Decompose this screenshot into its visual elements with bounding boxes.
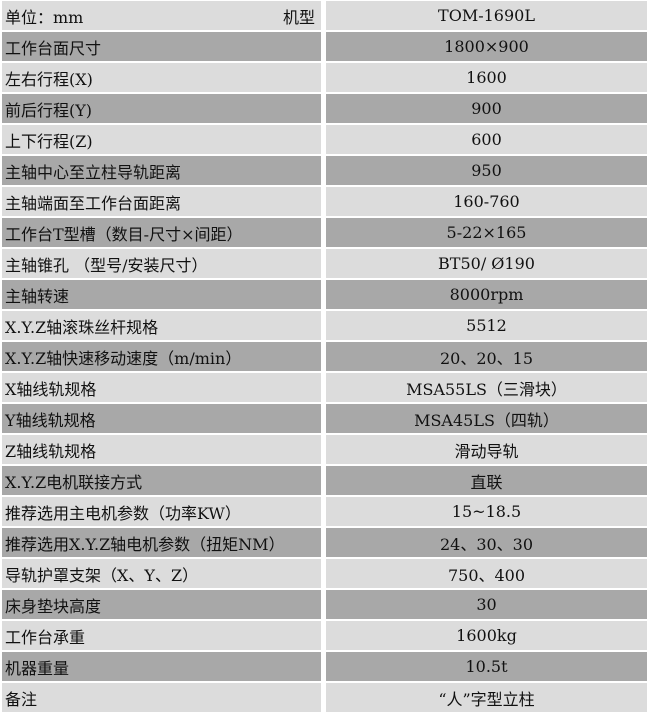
model-value: TOM-1690L <box>326 1 647 30</box>
table-row: 主轴锥孔 （型号/安装尺寸） BT50/ Ø190 <box>0 249 650 278</box>
table-row: 导轨护罩支架（X、Y、Z） 750、400 <box>0 559 650 588</box>
row-value: 8000rpm <box>326 280 647 309</box>
row-value: 20、20、15 <box>326 342 647 371</box>
row-value: 900 <box>326 94 647 123</box>
table-row: X.Y.Z轴滚珠丝杆规格 5512 <box>0 311 650 340</box>
row-value: 10.5t <box>326 652 647 681</box>
row-label: 上下行程(Z) <box>2 125 321 154</box>
row-label: 机器重量 <box>2 652 321 681</box>
row-label: X.Y.Z轴滚珠丝杆规格 <box>2 311 321 340</box>
row-label: 工作台T型槽（数目-尺寸×间距） <box>2 218 321 247</box>
table-row: 机器重量 10.5t <box>0 652 650 681</box>
table-row: 备注 “人”字型立柱 <box>0 683 650 712</box>
row-label: 备注 <box>2 683 321 712</box>
row-label: 推荐选用主电机参数（功率KW） <box>2 497 321 526</box>
table-row: 工作台T型槽（数目-尺寸×间距） 5-22×165 <box>0 218 650 247</box>
row-value: 1600kg <box>326 621 647 650</box>
table-row: 床身垫块高度 30 <box>0 590 650 619</box>
row-value: 15~18.5 <box>326 497 647 526</box>
table-row: X.Y.Z轴快速移动速度（m/min） 20、20、15 <box>0 342 650 371</box>
row-value: MSA45LS（四轨） <box>326 404 647 433</box>
table-row: 主轴转速 8000rpm <box>0 280 650 309</box>
row-value: BT50/ Ø190 <box>326 249 647 278</box>
unit-label: 单位：mm <box>5 7 84 27</box>
row-label: 主轴端面至工作台面距离 <box>2 187 321 216</box>
row-label: X.Y.Z轴快速移动速度（m/min） <box>2 342 321 371</box>
row-value: 950 <box>326 156 647 185</box>
header-label-cell: 单位：mm 机型 <box>2 1 321 30</box>
table-row: Y轴线轨规格 MSA45LS（四轨） <box>0 404 650 433</box>
table-row: 工作台承重 1600kg <box>0 621 650 650</box>
row-value: 750、400 <box>326 559 647 588</box>
row-label: 主轴转速 <box>2 280 321 309</box>
row-label: 推荐选用X.Y.Z轴电机参数（扭矩NM） <box>2 528 321 557</box>
row-label: 工作台面尺寸 <box>2 32 321 61</box>
table-row: 上下行程(Z) 600 <box>0 125 650 154</box>
row-label: Z轴线轨规格 <box>2 435 321 464</box>
table-row: X轴线轨规格 MSA55LS（三滑块） <box>0 373 650 402</box>
row-label: 导轨护罩支架（X、Y、Z） <box>2 559 321 588</box>
row-label: X.Y.Z电机联接方式 <box>2 466 321 495</box>
table-row: 前后行程(Y) 900 <box>0 94 650 123</box>
model-label: 机型 <box>282 7 315 27</box>
row-label: 床身垫块高度 <box>2 590 321 619</box>
row-label: 前后行程(Y) <box>2 94 321 123</box>
row-value: 5512 <box>326 311 647 340</box>
row-label: Y轴线轨规格 <box>2 404 321 433</box>
row-value: MSA55LS（三滑块） <box>326 373 647 402</box>
row-value: 1600 <box>326 63 647 92</box>
table-row: 主轴端面至工作台面距离 160-760 <box>0 187 650 216</box>
table-row: 工作台面尺寸 1800×900 <box>0 32 650 61</box>
row-value: 1800×900 <box>326 32 647 61</box>
row-value: 600 <box>326 125 647 154</box>
row-value: 直联 <box>326 466 647 495</box>
row-value: 滑动导轨 <box>326 435 647 464</box>
table-header-row: 单位：mm 机型 TOM-1690L <box>0 1 650 30</box>
row-label: 主轴锥孔 （型号/安装尺寸） <box>2 249 321 278</box>
table-row: Z轴线轨规格 滑动导轨 <box>0 435 650 464</box>
table-row: 主轴中心至立柱导轨距离 950 <box>0 156 650 185</box>
table-row: 推荐选用主电机参数（功率KW） 15~18.5 <box>0 497 650 526</box>
row-value: 5-22×165 <box>326 218 647 247</box>
row-value: “人”字型立柱 <box>326 683 647 712</box>
row-label: 工作台承重 <box>2 621 321 650</box>
row-label: X轴线轨规格 <box>2 373 321 402</box>
table-row: 左右行程(X) 1600 <box>0 63 650 92</box>
row-label: 主轴中心至立柱导轨距离 <box>2 156 321 185</box>
row-value: 24、30、30 <box>326 528 647 557</box>
row-value: 30 <box>326 590 647 619</box>
row-value: 160-760 <box>326 187 647 216</box>
row-label: 左右行程(X) <box>2 63 321 92</box>
table-row: X.Y.Z电机联接方式 直联 <box>0 466 650 495</box>
table-row: 推荐选用X.Y.Z轴电机参数（扭矩NM） 24、30、30 <box>0 528 650 557</box>
